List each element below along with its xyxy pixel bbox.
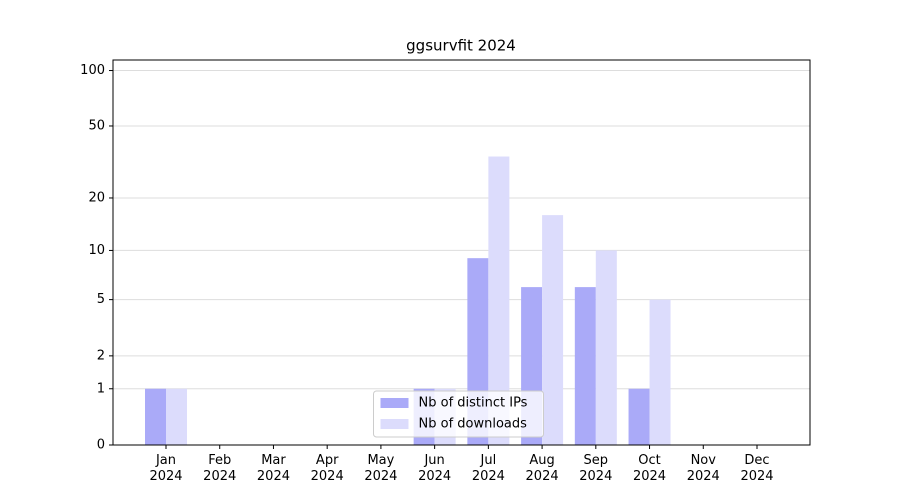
y-tick-label: 50 (88, 118, 105, 133)
legend-label: Nb of downloads (419, 417, 528, 432)
x-tick-label: Feb 2024 (203, 453, 237, 484)
x-tick-label: Nov 2024 (686, 453, 720, 484)
x-tick-label: Jan 2024 (149, 453, 183, 484)
x-tick-label: Sep 2024 (579, 453, 613, 484)
legend-swatch (380, 398, 409, 408)
legend: Nb of distinct IPs Nb of downloads (373, 390, 544, 438)
y-tick-label: 2 (97, 348, 105, 363)
x-tick-label: Mar 2024 (256, 453, 290, 484)
x-tick-label: Apr 2024 (310, 453, 344, 484)
x-tick-label: Oct 2024 (632, 453, 667, 484)
y-tick-label: 20 (88, 190, 105, 205)
x-tick-label: Jun 2024 (418, 453, 452, 484)
bar (488, 156, 510, 445)
bar (628, 388, 650, 445)
legend-box (373, 390, 544, 438)
y-tick-label: 10 (88, 243, 105, 258)
bar (595, 250, 617, 445)
chart-title: ggsurvfit 2024 (406, 37, 516, 55)
y-tick-label: 100 (80, 63, 105, 78)
x-tick-label: Dec 2024 (740, 453, 774, 484)
bar (145, 388, 166, 445)
y-tick-label: 1 (97, 381, 105, 396)
x-tick-label: Jul 2024 (471, 453, 505, 484)
x-tick-label: Aug 2024 (525, 453, 559, 484)
y-tick-label: 0 (97, 438, 105, 453)
y-tick-label: 5 (97, 292, 105, 307)
bar (574, 287, 596, 445)
x-tick-label: May 2024 (364, 453, 398, 484)
legend-swatch (380, 419, 409, 429)
bar (649, 299, 671, 445)
bar (542, 215, 564, 445)
plot-frame (112, 59, 811, 446)
legend-label: Nb of distinct IPs (419, 396, 528, 411)
bar (166, 388, 187, 445)
